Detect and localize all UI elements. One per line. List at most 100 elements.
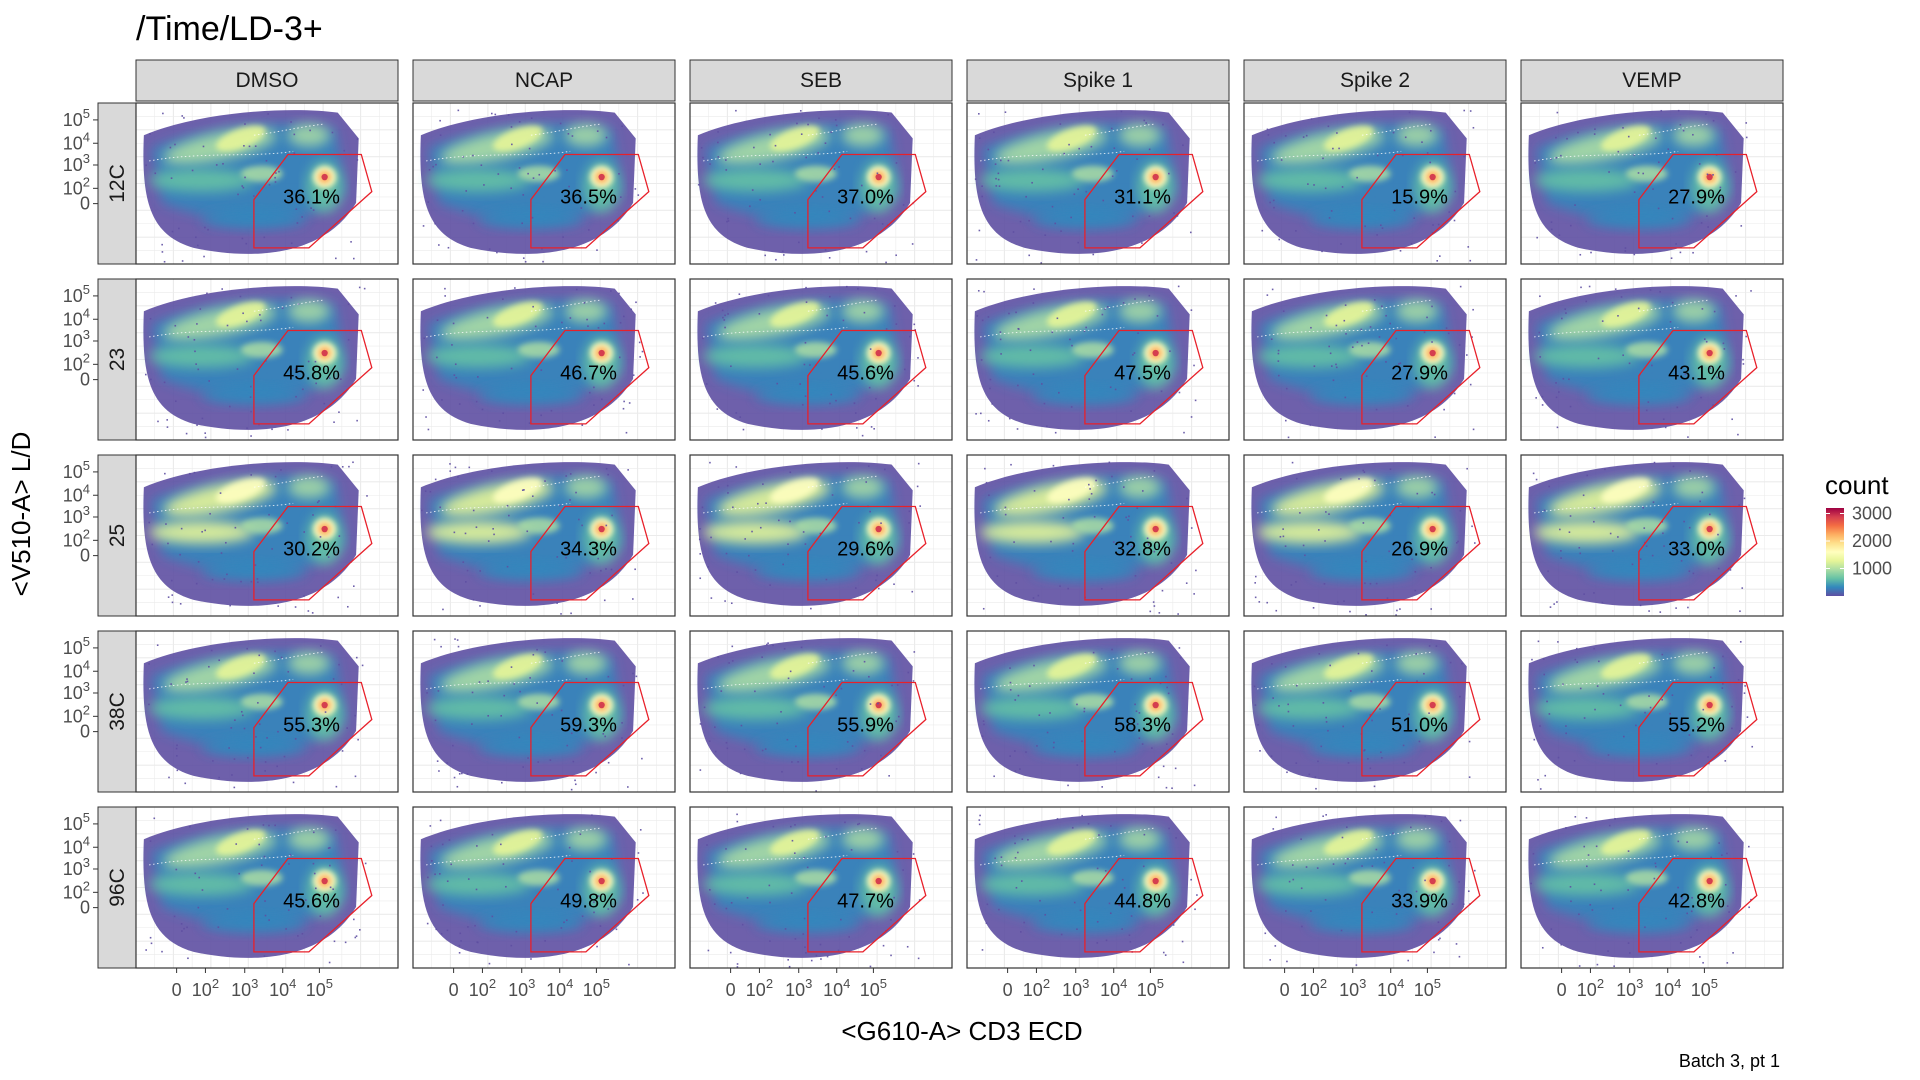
density-cloud <box>420 462 636 615</box>
gate-percentage: 36.1% <box>283 186 340 208</box>
panel-38c-seb: 55.9% <box>689 630 953 793</box>
panel-25-spike-2: 26.9% <box>1243 454 1507 617</box>
density-cloud <box>974 814 1198 964</box>
gate-percentage: 58.3% <box>1114 714 1171 736</box>
panel-12c-dmso: 36.1% <box>135 102 399 265</box>
x-tick-label: 103 <box>508 976 535 1000</box>
gate-percentage: 33.9% <box>1391 890 1448 912</box>
gate-polygon <box>1361 857 1481 953</box>
panel-border <box>135 278 399 441</box>
panel-25-dmso: 30.2% <box>135 454 399 617</box>
panel-96c-spike-1: 44.8% <box>966 806 1230 969</box>
gate-percentage: 45.8% <box>283 362 340 384</box>
density-cloud <box>1251 285 1475 439</box>
y-tick-label: 102 <box>63 878 90 902</box>
y-tick-label: 102 <box>63 526 90 550</box>
gate-percentage: 47.5% <box>1114 362 1171 384</box>
x-tick-label: 103 <box>1339 976 1366 1000</box>
panel-96c-seb: 47.7% <box>689 806 953 969</box>
x-tick-label: 0 <box>172 980 182 1000</box>
column-strip-dmso: DMSO <box>135 59 399 102</box>
gate-polygon <box>1638 505 1758 601</box>
legend-tick-label: 2000 <box>1852 531 1892 551</box>
panel-38c-vemp: 55.2% <box>1520 630 1784 793</box>
x-tick-label: 0 <box>726 980 736 1000</box>
panel-23-ncap: 46.7% <box>412 278 676 441</box>
panel-96c-vemp: 42.8% <box>1520 806 1784 969</box>
legend-tick-label: 3000 <box>1852 504 1892 524</box>
panel-border <box>1243 102 1507 265</box>
gate-polygon <box>530 857 650 953</box>
density-cloud <box>143 110 359 263</box>
density-cloud <box>1528 109 1748 259</box>
panel-38c-spike-1: 58.3% <box>966 630 1230 793</box>
density-cloud <box>1528 285 1752 438</box>
gate-polygon <box>1361 681 1481 777</box>
column-strip-label: SEB <box>800 69 842 92</box>
x-tick-label: 103 <box>1062 976 1089 1000</box>
density-cloud <box>1528 814 1752 967</box>
x-tick-label: 0 <box>1003 980 1013 1000</box>
density-cloud <box>420 286 644 434</box>
panel-25-vemp: 33.0% <box>1520 454 1784 617</box>
x-tick-label: 0 <box>1280 980 1290 1000</box>
panel-38c-spike-2: 51.0% <box>1243 630 1507 793</box>
panel-12c-vemp: 27.9% <box>1520 102 1784 265</box>
x-tick-label: 105 <box>1414 976 1441 1000</box>
gate-polygon <box>530 153 650 249</box>
density-cloud <box>1528 461 1746 613</box>
gate-percentage: 27.9% <box>1391 362 1448 384</box>
row-strip-label: 25 <box>106 524 129 547</box>
x-tick-label: 0 <box>1557 980 1567 1000</box>
x-tick-label: 105 <box>860 976 887 1000</box>
gate-polygon <box>1084 505 1204 601</box>
x-tick-label: 102 <box>1577 976 1604 1000</box>
gate-percentage: 36.5% <box>560 186 617 208</box>
row-strip-38c: 38C <box>97 630 137 793</box>
panel-25-spike-1: 32.8% <box>966 454 1230 617</box>
gate-polygon <box>1361 505 1481 601</box>
gate-percentage: 45.6% <box>837 362 894 384</box>
density-cloud <box>1251 461 1476 616</box>
gate-percentage: 47.7% <box>837 890 894 912</box>
gate-polygon <box>530 681 650 777</box>
gate-polygon <box>807 505 927 601</box>
panel-border <box>689 630 953 793</box>
gate-polygon <box>530 329 650 425</box>
gate-percentage: 45.6% <box>283 890 340 912</box>
panel-38c-dmso: 55.3% <box>135 630 399 793</box>
panel-border <box>689 278 953 441</box>
row-strips: 12C 23 25 38C 96C <box>97 102 137 969</box>
y-tick-label: 102 <box>63 174 90 198</box>
row-strip-label: 38C <box>106 692 129 731</box>
panel-border <box>1243 630 1507 793</box>
x-axis-title: <G610-A> CD3 ECD <box>841 1016 1082 1046</box>
y-tick-label: 103 <box>63 151 90 175</box>
y-tick-label: 103 <box>63 855 90 879</box>
y-tick-label: 0 <box>80 722 90 742</box>
density-cloud <box>697 638 916 792</box>
panel-border <box>1243 278 1507 441</box>
x-tick-label: 105 <box>1137 976 1164 1000</box>
panel-border <box>412 102 676 265</box>
gate-polygon <box>253 329 373 425</box>
density-cloud <box>697 285 919 437</box>
gate-percentage: 26.9% <box>1391 538 1448 560</box>
panel-border <box>966 454 1230 617</box>
gate-polygon <box>807 681 927 777</box>
y-tick-label: 104 <box>63 305 90 329</box>
panel-border <box>412 454 676 617</box>
panel-border <box>135 454 399 617</box>
gate-polygon <box>1084 329 1204 425</box>
x-tick-label: 104 <box>1654 976 1681 1000</box>
column-strip-seb: SEB <box>689 59 953 102</box>
gate-percentage: 15.9% <box>1391 186 1448 208</box>
gate-percentage: 43.1% <box>1668 362 1725 384</box>
y-tick-label: 104 <box>63 481 90 505</box>
gate-polygon <box>1638 153 1758 249</box>
panel-border <box>1243 454 1507 617</box>
x-tick-label: 105 <box>306 976 333 1000</box>
row-strip-label: 12C <box>106 164 129 203</box>
column-strip-label: NCAP <box>515 69 573 92</box>
